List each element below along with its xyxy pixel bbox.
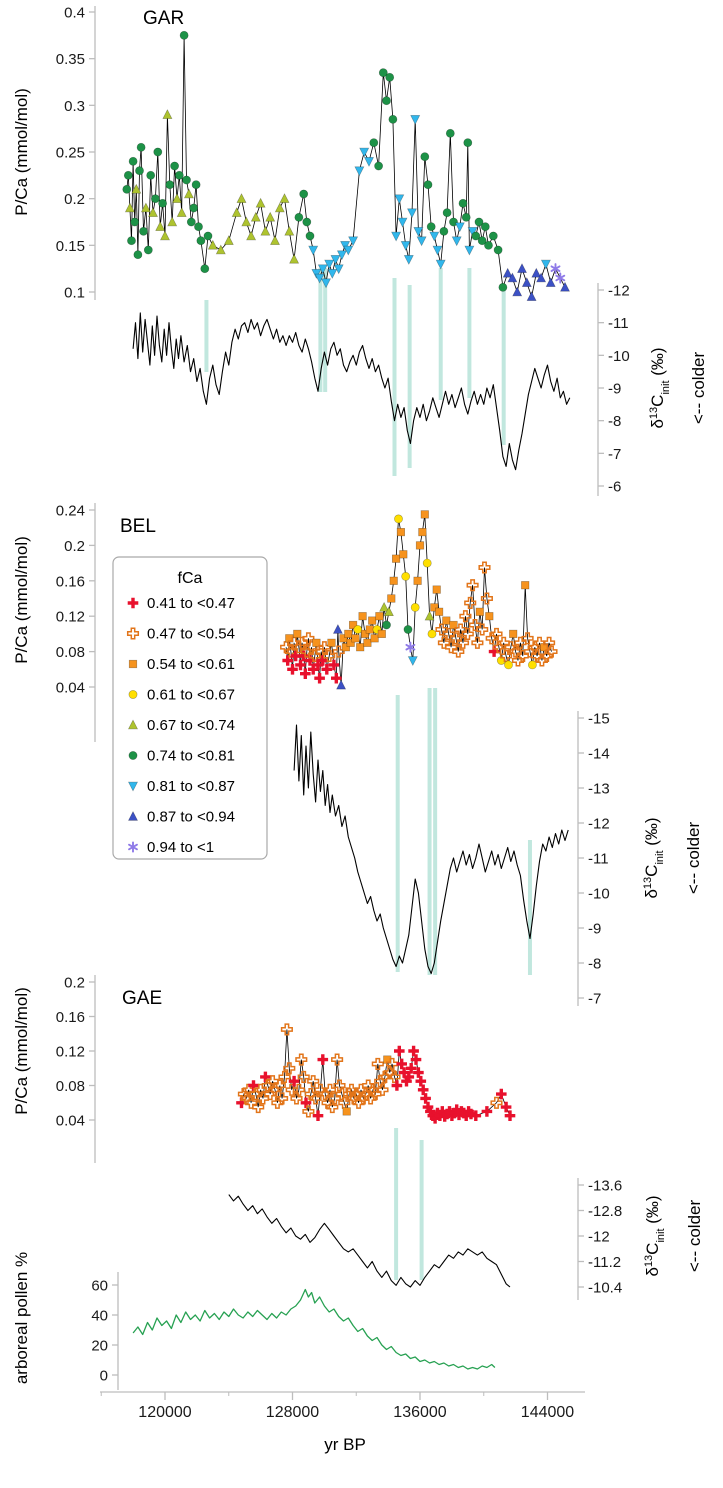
gae-d13c-axis-tick-label: -10.4	[588, 1280, 622, 1297]
gar-d13c-axis-label: δ13Cinit (‰)	[648, 347, 672, 428]
pollen-line	[132, 1288, 496, 1370]
pollen-axis-tick-label: 0	[100, 1368, 108, 1385]
bel-d13c-axis-tick-label: -14	[588, 746, 610, 763]
gar-pca-axis: 0.4 0.35 0.3 0.25 0.2 0.15 0.1	[56, 5, 96, 302]
bel-pca-axis: 0.24 0.2 0.16 0.12 0.08 0.04	[56, 503, 96, 742]
gar-pca-axis-tick-label: 0.1	[64, 285, 85, 302]
legend-item-label: 0.94 to <1	[147, 839, 214, 856]
bel-pca-axis-tick-label: 0.16	[56, 573, 85, 590]
gae-pca-axis: 0.2 0.16 0.12 0.08 0.04	[56, 975, 96, 1163]
gae-pca-axis-tick-label: 0.2	[64, 975, 85, 992]
bel-d13c-axis-tick-label: -13	[588, 781, 610, 798]
pollen-axis-tick-label: 40	[91, 1308, 108, 1325]
legend-item-label: 0.47 to <0.54	[147, 626, 235, 643]
gae-panel-title: GAE	[122, 988, 162, 1009]
gar-d13c-axis-tick-label: -9	[608, 381, 621, 398]
gar-pca-axis-tick-label: 0.35	[56, 51, 85, 68]
bel-pca-axis-tick-label: 0.08	[56, 644, 85, 661]
gae-pca-axis-tick-label: 0.04	[56, 1113, 85, 1130]
panel-pollen: 60 40 20 0 arboreal pollen %	[12, 1252, 496, 1390]
legend-title: fCa	[178, 570, 203, 587]
gar-d13c-axis-tick-label: -7	[608, 446, 621, 463]
panel-bel: 0.240.20.160.120.080.04-15-14-13-12-11-1…	[12, 503, 703, 1008]
gae-pca-axis-label: P/Ca (mmol/mol)	[12, 987, 31, 1115]
gae-d13c-axis-label: δ13Cinit (‰)	[643, 1195, 667, 1276]
gae-pca-series	[236, 1023, 516, 1124]
gar-pca-series	[122, 30, 570, 301]
x-tick-label: 120000	[138, 1404, 191, 1421]
gar-d13c-axis: -12 -11 -10 -9 -8 -7 -6	[597, 283, 630, 496]
bel-panel-title: BEL	[120, 516, 156, 537]
x-axis-label: yr BP	[324, 1435, 366, 1454]
pollen-axis: 60 40 20 0	[91, 1272, 119, 1390]
bel-d13c-axis: -15 -14 -13 -12 -11 -10 -9 -8 -7	[577, 711, 610, 1008]
x-tick-label: 128000	[266, 1404, 319, 1421]
gar-pca-axis-tick-label: 0.2	[64, 191, 85, 208]
gar-d13c-line	[132, 312, 571, 471]
bel-d13c-axis-tick-label: -8	[588, 956, 601, 973]
bel-pca-axis-tick-label: 0.24	[56, 503, 85, 520]
gar-pca-axis-tick-label: 0.3	[64, 98, 85, 115]
x-tick-label: 136000	[393, 1404, 446, 1421]
legend-item-label: 0.67 to <0.74	[147, 717, 235, 734]
gae-d13c-axis: -13.6 -12.8 -12 -11.2 -10.4	[577, 1178, 622, 1300]
legend-item-label: 0.41 to <0.47	[147, 595, 235, 612]
gar-pca-axis-tick-label: 0.25	[56, 145, 85, 162]
panel-gar: 0.40.350.30.250.20.150.1 -12-11-10-9-8-7-…	[12, 5, 708, 496]
x-tick-label: 144000	[521, 1404, 574, 1421]
bel-d13c-axis-tick-label: -7	[588, 991, 601, 1008]
gar-panel-title: GAR	[143, 8, 184, 29]
bel-d13c-axis-tick-label: -15	[588, 711, 610, 728]
gae-d13c-axis-tick-label: -12.8	[588, 1203, 622, 1220]
bel-pca-axis-tick-label: 0.2	[64, 538, 85, 555]
bel-d13c-axis-tick-label: -10	[588, 886, 610, 903]
gae-d13c-axis-tick-label: -13.6	[588, 1178, 622, 1195]
gar-colder-label: <-- colder	[689, 352, 708, 425]
gar-d13c-axis-tick-label: -6	[608, 479, 621, 496]
gae-d13c-line	[228, 1194, 511, 1288]
gae-d13c-axis-tick-label: -12	[588, 1229, 610, 1246]
pollen-axis-tick-label: 20	[91, 1338, 108, 1355]
gae-pca-axis-tick-label: 0.08	[56, 1078, 85, 1095]
gae-pca-axis-tick-label: 0.12	[56, 1044, 85, 1061]
pollen-axis-label: arboreal pollen %	[12, 1252, 31, 1384]
bel-pca-series	[280, 510, 558, 690]
bel-d13c-axis-label: δ13Cinit (‰)	[642, 817, 666, 898]
connector-line	[126, 35, 566, 299]
legend: fCa 0.41 to <0.47 0.47 to <0.54 0.54 to <0.…	[112, 556, 268, 860]
gar-d13c-axis-tick-label: -12	[608, 283, 630, 300]
bel-pca-axis-tick-label: 0.04	[56, 680, 85, 697]
gar-pca-axis-label: P/Ca (mmol/mol)	[12, 88, 31, 216]
gar-d13c-axis-tick-label: -11	[608, 315, 629, 332]
gae-d13c-axis-tick-label: -11.2	[588, 1254, 621, 1271]
bel-pca-axis-tick-label: 0.12	[56, 609, 85, 626]
bel-d13c-axis-tick-label: -9	[588, 921, 601, 938]
gar-pca-axis-tick-label: 0.15	[56, 238, 85, 255]
legend-item-label: 0.81 to <0.87	[147, 778, 235, 795]
gae-pca-axis-tick-label: 0.16	[56, 1009, 85, 1026]
gar-d13c-axis-tick-label: -10	[608, 348, 630, 365]
bel-d13c-axis-tick-label: -12	[588, 816, 610, 833]
pollen-axis-tick-label: 60	[91, 1278, 108, 1295]
bel-d13c-line	[293, 724, 569, 975]
legend-item-label: 0.87 to <0.94	[147, 809, 235, 826]
gae-colder-label: <-- colder	[685, 1200, 704, 1273]
bel-colder-label: <-- colder	[684, 822, 703, 895]
x-axis: 120000 128000 136000 144000 yr BP	[100, 1391, 585, 1454]
panel-gae: 0.2 0.16 0.12 0.08 0.04 -13.6 -12.8 -12 -11.2 -10…	[12, 975, 704, 1300]
legend-box	[112, 556, 268, 860]
gar-d13c-axis-tick-label: -8	[608, 413, 621, 430]
legend-item-label: 0.74 to <0.81	[147, 748, 235, 765]
legend-item-label: 0.54 to <0.61	[147, 656, 235, 673]
legend-item-label: 0.61 to <0.67	[147, 687, 235, 704]
bel-d13c-axis-tick-label: -11	[588, 851, 609, 868]
bel-pca-axis-label: P/Ca (mmol/mol)	[12, 536, 31, 664]
gar-pca-axis-tick-label: 0.4	[64, 5, 85, 22]
